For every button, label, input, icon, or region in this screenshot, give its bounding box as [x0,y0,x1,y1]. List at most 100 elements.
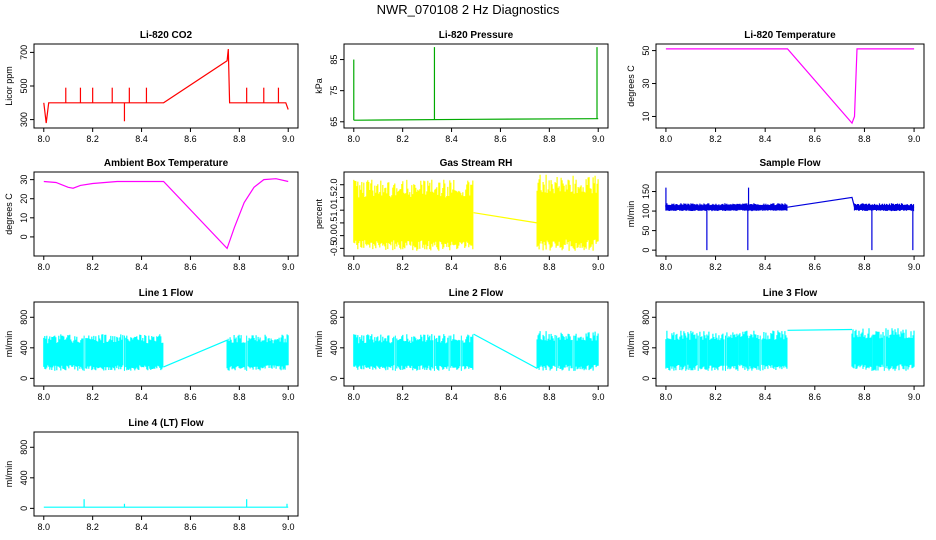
sample-flow-xtick-label-3: 8.6 [809,262,822,272]
line-4-lt-flow-xtick-label-4: 8.8 [233,522,246,532]
li820-temperature-frame [655,43,925,129]
sample-flow-xtick-label-1: 8.2 [709,262,722,272]
line-2-flow-panel: Line 2 Flow 8.0 8.2 8.4 8.6 8.8 9.0 0 400 800 ml/m… [314,288,609,402]
li820-co2-frame [33,43,299,129]
li820-temperature-ylabel: degrees C [626,65,636,107]
li820-temperature-xtick-label-5: 9.0 [908,134,921,144]
line-1-flow-ytick-label-2: 800 [19,310,29,325]
gas-stream-rh-ytick-label-3: 1.0 [329,204,339,217]
line-1-flow-series-0 [163,339,228,368]
line-1-flow-ytick-label-0: 0 [19,376,29,381]
gas-stream-rh-xtick-label-4: 8.8 [543,262,556,272]
line-1-flow-frame [33,301,299,387]
li820-temperature-ytick-label-2: 50 [641,46,651,56]
line-4-lt-flow-ytick-label-0: 0 [19,506,29,511]
line-1-flow-panel: Line 1 Flow 8.0 8.2 8.4 8.6 8.8 9.0 0 400 800 ml/m… [4,288,299,402]
li820-temperature-xtick-label-3: 8.6 [809,134,822,144]
line-1-flow-xtick-label-2: 8.4 [135,392,148,402]
line-2-flow-series-0 [473,333,538,369]
line-2-flow-ylabel: ml/min [314,331,324,358]
line-4-lt-flow-title: Line 4 (LT) Flow [128,418,204,429]
line-1-flow-band-1 [226,334,289,371]
line-2-flow-ytick-label-0: 0 [329,376,339,381]
li820-co2-series-0 [43,48,289,124]
li820-co2-data [43,48,289,124]
li820-co2-title: Li-820 CO2 [140,30,193,41]
li820-pressure-ylabel: kPa [314,78,324,94]
li820-co2-xtick-label-2: 8.4 [135,134,148,144]
line-3-flow-frame [655,301,925,387]
gas-stream-rh-ylabel: percent [314,198,324,229]
gas-stream-rh-panel: Gas Stream RH 8.0 8.2 8.4 8.6 8.8 9.0 -0.50.00.… [314,158,609,272]
gas-stream-rh-series-0 [473,212,538,224]
gas-stream-rh-ytick-label-5: 2.0 [329,178,339,191]
line-4-lt-flow-xtick-label-0: 8.0 [38,522,51,532]
line-3-flow-xtick-label-1: 8.2 [709,392,722,402]
gas-stream-rh-frame [343,171,609,257]
li820-temperature-panel: Li-820 Temperature 8.0 8.2 8.4 8.6 8.8 9.0 10 30… [626,30,925,144]
li820-temperature-xtick-label-4: 8.8 [858,134,871,144]
gas-stream-rh-xtick-label-2: 8.4 [445,262,458,272]
ambient-box-temperature-ytick-label-1: 10 [19,213,29,223]
sample-flow-ylabel: ml/min [626,201,636,228]
li820-temperature-ytick-label-0: 10 [641,111,651,121]
line-4-lt-flow-xtick-label-5: 9.0 [282,522,295,532]
li820-co2-xtick-label-0: 8.0 [38,134,51,144]
line-3-flow-xtick-label-3: 8.6 [809,392,822,402]
line-1-flow-data [43,334,289,371]
line-2-flow-xtick-label-2: 8.4 [445,392,458,402]
line-1-flow-band-0 [43,334,164,371]
li820-co2-ytick-label-0: 300 [19,112,29,127]
gas-stream-rh-band-1 [536,174,599,251]
line-2-flow-ytick-label-1: 400 [329,340,339,355]
sample-flow-data [665,187,915,251]
line-3-flow-data [665,328,915,371]
sample-flow-ytick-label-1: 50 [641,226,651,236]
line-2-flow-xtick-label-3: 8.6 [494,392,507,402]
li820-temperature-ytick-label-1: 30 [641,79,651,89]
line-3-flow-series-0 [787,328,853,331]
line-1-flow-xtick-label-3: 8.6 [184,392,197,402]
li820-pressure-data [353,47,599,121]
ambient-box-temperature-xtick-label-3: 8.6 [184,262,197,272]
line-4-lt-flow-ylabel: ml/min [4,461,14,488]
sample-flow-xtick-label-2: 8.4 [759,262,772,272]
ambient-box-temperature-ytick-label-2: 20 [19,194,29,204]
line-3-flow-ytick-label-0: 0 [641,376,651,381]
li820-pressure-frame [343,43,609,129]
ambient-box-temperature-xtick-label-2: 8.4 [135,262,148,272]
line-1-flow-xtick-label-1: 8.2 [86,392,99,402]
sample-flow-frame [655,171,925,257]
li820-pressure-xtick-label-3: 8.6 [494,134,507,144]
line-3-flow-xtick-label-2: 8.4 [759,392,772,402]
sample-flow-xtick-label-5: 9.0 [908,262,921,272]
ambient-box-temperature-xtick-label-4: 8.8 [233,262,246,272]
line-4-lt-flow-data [43,499,289,508]
line-1-flow-xtick-label-0: 8.0 [38,392,51,402]
gas-stream-rh-ytick-label-2: 0.5 [329,217,339,230]
gas-stream-rh-ytick-label-1: 0.0 [329,229,339,242]
figure-title: NWR_070108 2 Hz Diagnostics [377,2,560,17]
line-1-flow-title: Line 1 Flow [139,288,194,299]
line-1-flow-xtick-label-5: 9.0 [282,392,295,402]
ambient-box-temperature-data [43,178,289,250]
line-2-flow-data [353,331,599,371]
line-1-flow-ytick-label-1: 400 [19,340,29,355]
line-2-flow-xtick-label-4: 8.8 [543,392,556,402]
gas-stream-rh-xtick-label-5: 9.0 [592,262,605,272]
sample-flow-panel: Sample Flow 8.0 8.2 8.4 8.6 8.8 9.0 0 50 100 150 ml… [626,158,925,272]
li820-pressure-xtick-label-4: 8.8 [543,134,556,144]
line-2-flow-band-1 [536,331,599,371]
line-4-lt-flow-frame [33,431,299,517]
li820-temperature-title: Li-820 Temperature [744,30,836,41]
li820-pressure-xtick-label-2: 8.4 [445,134,458,144]
li820-temperature-xtick-label-2: 8.4 [759,134,772,144]
li820-co2-ytick-label-1: 500 [19,78,29,93]
li820-pressure-series-0 [353,118,599,121]
gas-stream-rh-ytick-label-4: 1.5 [329,191,339,204]
line-2-flow-xtick-label-0: 8.0 [348,392,361,402]
li820-pressure-xtick-label-0: 8.0 [348,134,361,144]
ambient-box-temperature-panel: Ambient Box Temperature 8.0 8.2 8.4 8.6 8.8 9.… [4,158,299,272]
line-2-flow-frame [343,301,609,387]
